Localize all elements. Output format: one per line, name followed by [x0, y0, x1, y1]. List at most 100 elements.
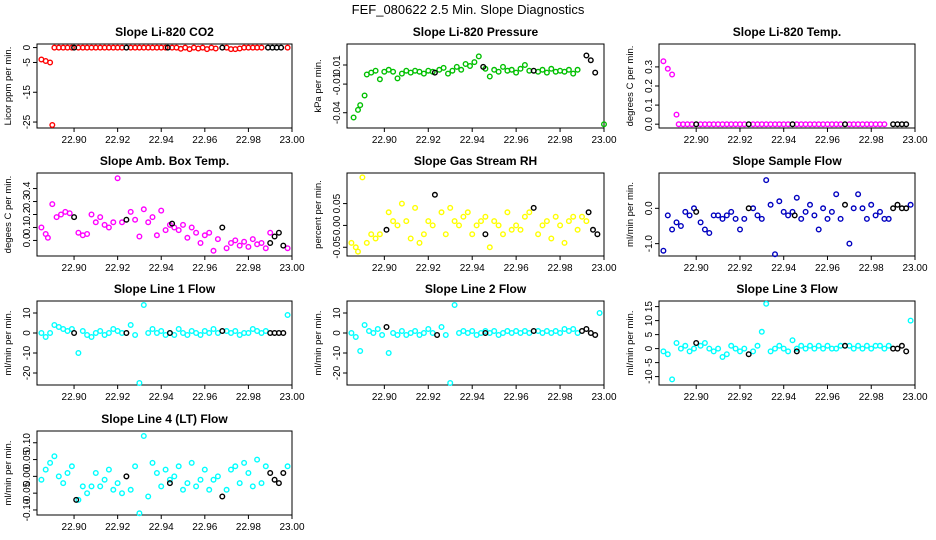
data-point	[88, 334, 95, 341]
y-tick-label: 0.2	[22, 207, 33, 221]
series-normal	[350, 53, 608, 128]
data-point	[212, 45, 219, 52]
x-tick-label: 22.94	[149, 392, 174, 403]
y-axis-label: degees C per min.	[3, 176, 14, 254]
data-point	[458, 66, 465, 73]
data-point	[438, 209, 445, 216]
data-point	[660, 58, 667, 65]
data-point	[162, 44, 169, 51]
x-tick-label: 22.92	[105, 135, 130, 146]
panel-title: Slope Li-820 Pressure	[413, 25, 539, 39]
data-point	[118, 219, 125, 226]
x-tick-label: 22.96	[504, 263, 529, 274]
data-point	[214, 236, 221, 243]
data-point	[486, 73, 493, 80]
data-point	[88, 483, 95, 490]
panel-title: Slope Line 4 (LT) Flow	[101, 412, 228, 426]
data-point	[245, 330, 252, 337]
data-point	[38, 330, 45, 337]
data-point	[469, 231, 476, 238]
data-point	[583, 52, 590, 59]
data-point	[583, 218, 590, 225]
data-point	[673, 111, 680, 118]
data-point	[741, 215, 748, 222]
data-point	[201, 466, 208, 473]
data-point	[394, 222, 401, 229]
data-point	[376, 231, 383, 238]
data-point	[758, 215, 765, 222]
data-point	[480, 63, 487, 70]
data-point	[776, 198, 783, 205]
data-point	[75, 229, 82, 236]
y-tick-label: 0.1	[644, 98, 655, 112]
data-point	[370, 330, 377, 337]
data-point	[175, 326, 182, 333]
data-point	[219, 328, 226, 335]
data-point	[587, 57, 594, 64]
data-point	[592, 332, 599, 339]
data-point	[693, 121, 700, 128]
plot-frame	[658, 43, 916, 129]
data-point	[201, 232, 208, 239]
data-point	[169, 220, 176, 227]
panel-title: Slope Line 1 Flow	[114, 282, 216, 296]
data-point	[223, 245, 230, 252]
y-tick-label: -20	[22, 365, 33, 380]
series-normal	[660, 58, 888, 128]
data-point	[42, 466, 49, 473]
data-point	[723, 212, 730, 219]
x-tick-label: 22.96	[192, 263, 217, 274]
y-tick-label: 0.1	[22, 220, 33, 234]
x-tick-label: 22.96	[815, 263, 840, 274]
data-point	[677, 345, 684, 352]
data-point	[706, 229, 713, 236]
data-point	[894, 201, 901, 208]
x-tick-label: 22.94	[460, 392, 485, 403]
plot-frame	[346, 300, 605, 386]
x-tick-label: 22.94	[771, 135, 796, 146]
data-point	[84, 230, 91, 237]
data-point	[763, 177, 770, 184]
data-point	[837, 215, 844, 222]
data-point	[110, 486, 117, 493]
data-point	[127, 322, 134, 329]
data-point	[44, 234, 51, 241]
data-point	[517, 226, 524, 233]
data-point	[149, 326, 156, 333]
data-point	[535, 231, 542, 238]
data-point	[97, 214, 104, 221]
data-point	[64, 470, 71, 477]
data-point	[772, 345, 779, 352]
x-tick-label: 22.90	[372, 263, 397, 274]
data-point	[284, 44, 291, 51]
data-point	[693, 340, 700, 347]
panel-4: Slope Amb. Box Temp. 22.90 22.92 22.94 22.96…	[3, 154, 305, 274]
x-tick-label: 22.94	[771, 392, 796, 403]
y-tick-label: -5	[644, 358, 655, 367]
data-point	[249, 483, 256, 490]
data-point	[47, 59, 54, 66]
series-normal	[38, 433, 291, 517]
data-point	[673, 219, 680, 226]
data-point	[677, 222, 684, 229]
data-point	[491, 218, 498, 225]
data-point	[361, 322, 368, 329]
data-point	[357, 102, 364, 109]
y-tick-label: 0	[332, 330, 343, 336]
series-flagged	[693, 201, 910, 219]
data-point	[664, 212, 671, 219]
data-point	[442, 231, 449, 238]
series-normal	[660, 177, 914, 258]
data-point	[55, 473, 62, 480]
data-point	[890, 205, 897, 212]
data-point	[197, 332, 204, 339]
x-tick-label: 22.96	[504, 392, 529, 403]
data-point	[669, 226, 676, 233]
data-point	[284, 245, 291, 252]
data-point	[210, 247, 217, 254]
data-point	[79, 483, 86, 490]
data-point	[140, 433, 147, 440]
y-axis-label: ml/min per min.	[625, 311, 636, 376]
data-point	[833, 191, 840, 198]
y-axis-label: kPa per min.	[313, 59, 324, 112]
